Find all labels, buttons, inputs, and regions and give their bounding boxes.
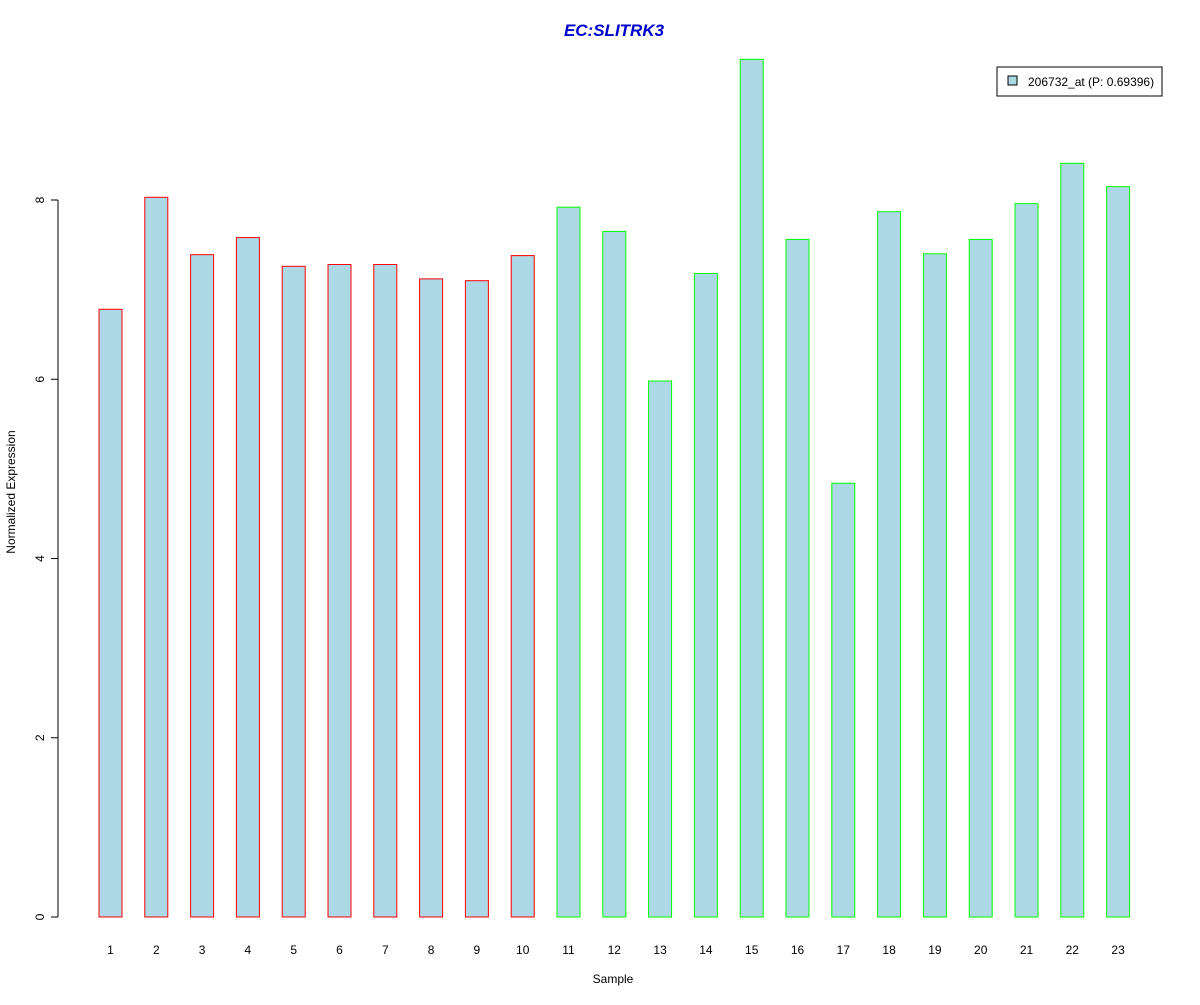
y-tick-label: 2 [33,734,47,741]
y-tick-label: 8 [33,196,47,203]
legend-label: 206732_at (P: 0.69396) [1028,75,1154,89]
x-tick-label: 11 [562,943,575,957]
bar-sample-6 [327,264,352,918]
x-tick-label: 21 [1020,943,1034,957]
x-axis-label: Sample [593,972,634,986]
x-tick-label: 18 [882,943,896,957]
x-tick-label: 4 [245,943,252,957]
bar-sample-11 [556,206,581,918]
y-axis: 0 2 4 6 8 [33,196,59,920]
bar-sample-20 [968,238,993,918]
legend: 206732_at (P: 0.69396) [996,66,1163,97]
bar-sample-5 [281,265,306,918]
bar-sample-23 [1106,186,1131,918]
x-tick-label: 14 [699,943,713,957]
bar-sample-19 [922,253,947,918]
x-tick-label: 8 [428,943,435,957]
bar-sample-12 [602,230,627,918]
x-tick-label: 19 [928,943,942,957]
legend-box [996,66,1163,97]
bar-sample-2 [144,196,169,918]
x-tick-label: 17 [837,943,851,957]
x-tick-label: 10 [516,943,530,957]
x-tick-label: 2 [153,943,160,957]
bar-sample-3 [190,254,215,918]
bar-sample-15 [739,58,764,918]
x-tick-label: 15 [745,943,759,957]
bar-sample-9 [464,280,489,918]
bar-sample-8 [419,278,444,918]
x-tick-label: 20 [974,943,988,957]
legend-swatch [1007,75,1018,86]
x-tick-labels: 1 2 3 4 5 6 7 8 9 10 11 12 13 14 15 16 17 18 19 20 21 22 23 [107,943,1125,957]
bar-sample-13 [648,380,673,918]
bar-sample-21 [1014,203,1039,918]
x-tick-label: 16 [791,943,805,957]
y-axis-label: Normalized Expression [4,430,18,553]
x-tick-label: 6 [336,943,343,957]
y-tick-label: 4 [33,555,47,562]
chart-title: EC:SLITRK3 [564,21,665,40]
x-tick-label: 7 [382,943,389,957]
y-tick-label: 6 [33,376,47,383]
bar-sample-22 [1060,162,1085,918]
y-tick-label: 0 [33,913,47,920]
x-tick-label: 23 [1111,943,1125,957]
bar-sample-4 [235,237,260,918]
x-tick-label: 5 [290,943,297,957]
bar-sample-7 [373,264,398,918]
bar-sample-1 [98,308,123,918]
bar-sample-16 [785,238,810,918]
bars-group [98,58,1131,918]
bar-sample-10 [510,255,535,918]
x-tick-label: 13 [653,943,667,957]
x-tick-label: 22 [1066,943,1080,957]
x-tick-label: 12 [608,943,622,957]
x-tick-label: 3 [199,943,206,957]
bar-sample-14 [693,273,718,918]
bar-sample-17 [831,482,856,918]
x-tick-label: 9 [474,943,481,957]
x-tick-label: 1 [107,943,114,957]
bar-sample-18 [877,211,902,918]
